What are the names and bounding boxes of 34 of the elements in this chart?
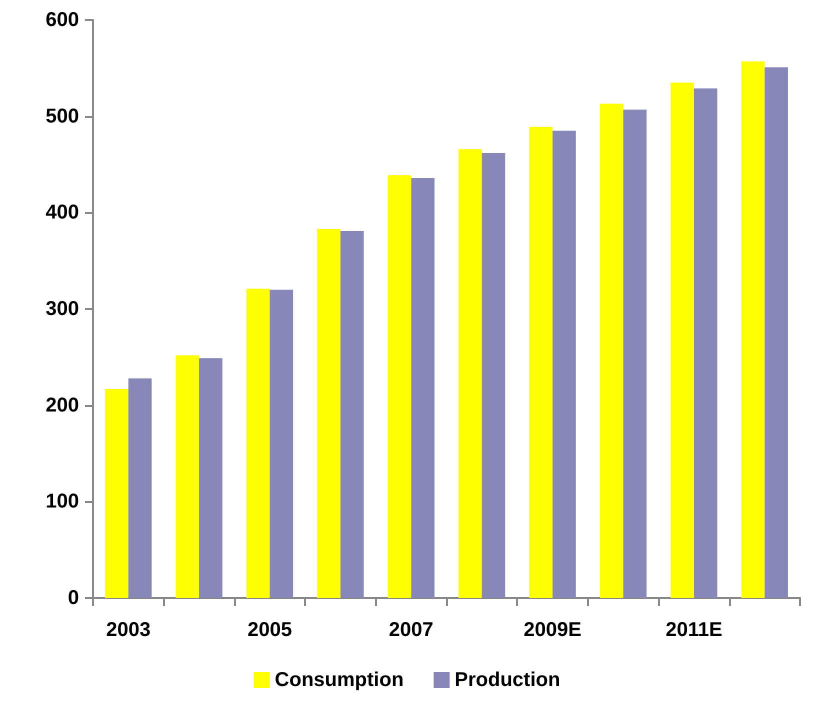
x-tick-label: 2007 (388, 619, 434, 641)
bar (199, 358, 222, 598)
y-tick-label: 100 (46, 490, 79, 513)
bar (764, 67, 788, 598)
y-tick-label: 0 (68, 587, 79, 609)
bar (246, 288, 270, 598)
x-tick-label: 2003 (106, 619, 151, 641)
y-tick-label: 200 (46, 394, 79, 416)
bar (741, 61, 765, 598)
bar (340, 230, 364, 598)
bar (128, 378, 152, 598)
bar (458, 149, 482, 598)
bar (623, 110, 647, 598)
y-tick-label: 600 (46, 9, 79, 31)
bar (388, 175, 412, 598)
bar (529, 126, 553, 598)
legend-label: Production (454, 669, 560, 691)
bar (176, 355, 200, 598)
y-tick-label: 400 (46, 202, 79, 224)
bar (411, 178, 434, 598)
y-tick-label: 500 (46, 105, 79, 128)
bar (270, 290, 294, 598)
y-tick-label: 300 (46, 298, 79, 320)
bar (105, 388, 128, 598)
bar (670, 82, 694, 598)
bar (317, 229, 340, 598)
bar (552, 130, 576, 598)
x-tick-label: 2011E (666, 619, 722, 641)
bar (482, 152, 506, 598)
legend-label: Consumption (274, 669, 404, 691)
x-tick-label: 2009E (524, 619, 582, 641)
bar (694, 88, 718, 598)
bar (600, 104, 624, 598)
x-tick-label: 2005 (248, 619, 292, 641)
